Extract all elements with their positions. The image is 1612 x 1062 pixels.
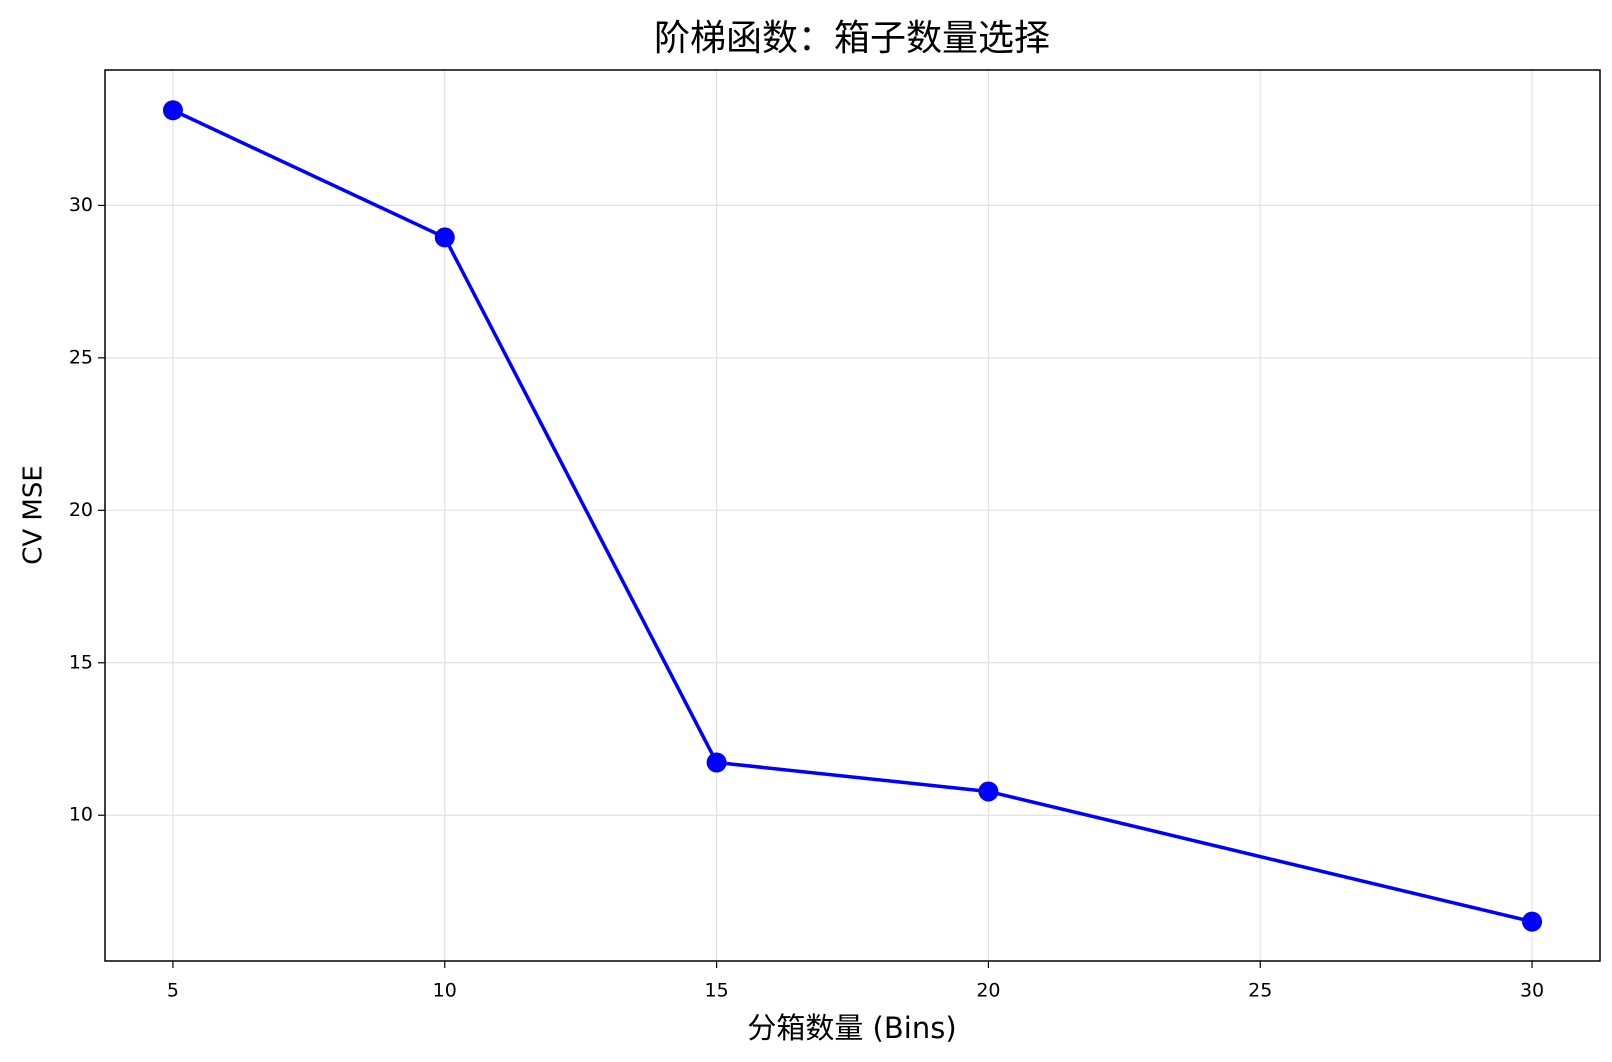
series-line [172,108,1533,924]
x-tick-label: 20 [976,980,1000,1002]
data-point [434,227,455,248]
x-tick-label: 5 [167,980,179,1002]
y-tick-label: 25 [69,346,93,368]
x-axis-label: 分箱数量 (Bins) [747,1011,956,1045]
data-point [1522,911,1543,932]
data-point [706,752,727,773]
y-tick-label: 15 [69,651,93,673]
x-tick-label: 10 [433,980,457,1002]
y-tick-label: 30 [69,194,93,216]
plot-frame [104,69,1601,962]
x-tick-label: 30 [1520,980,1544,1002]
x-tick-label: 15 [704,980,728,1002]
y-tick-label: 20 [69,499,93,521]
x-tick-label: 25 [1248,980,1272,1002]
chart-title: 阶梯函数：箱子数量选择 [654,18,1050,59]
y-tick-label: 10 [69,804,93,826]
data-point [162,100,183,121]
y-axis-label: CV MSE [19,465,49,565]
data-point [978,781,999,802]
